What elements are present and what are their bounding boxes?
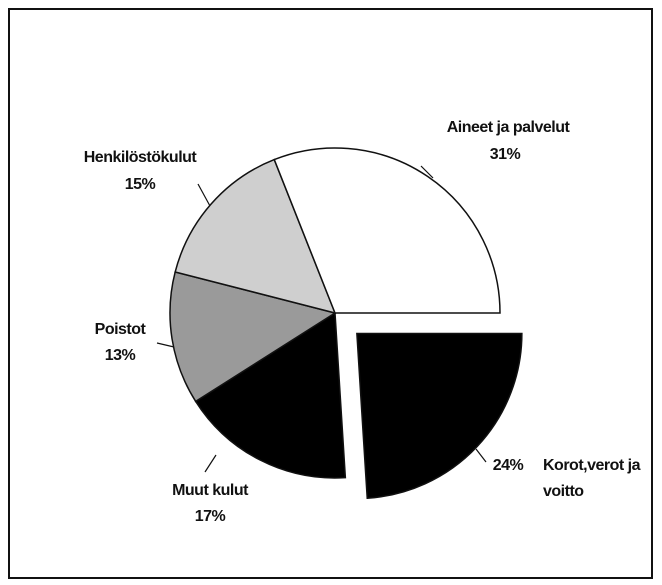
slice-label: Muut kulut [172,482,248,499]
leader-line [156,342,175,348]
pie-slice [273,147,501,314]
value-label: 31% [489,146,521,163]
value-label: 13% [104,347,136,364]
frame [8,8,653,579]
slice-label: Aineet ja palvelut [446,119,570,136]
pie-slice [194,311,347,479]
value-label: 15% [124,176,156,193]
leader-line [197,183,211,207]
leader-line [204,454,217,473]
pie-slice [356,332,523,500]
slice-label: Korot,verot ja voitto [543,457,641,500]
pie-slice [174,158,337,315]
pie-slice [169,271,337,403]
slice-label: Poistot [94,321,146,338]
leader-line [475,448,487,463]
value-label: 24% [492,457,524,474]
value-label: 17% [194,508,226,525]
leader-line [420,165,434,179]
leader-lines [156,165,487,473]
slice-label: Henkilöstökulut [83,149,197,166]
